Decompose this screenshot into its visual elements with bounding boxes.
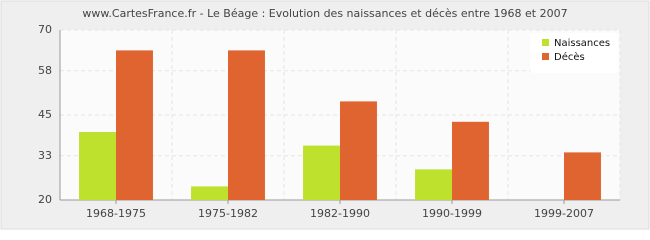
legend-label: Naissances bbox=[554, 38, 610, 49]
x-tick-label: 1999-2007 bbox=[534, 207, 594, 220]
y-tick-label: 20 bbox=[38, 193, 52, 206]
x-tick-label: 1990-1999 bbox=[422, 207, 482, 220]
bar bbox=[415, 169, 452, 200]
legend-box bbox=[530, 33, 618, 73]
y-tick-label: 58 bbox=[38, 64, 52, 77]
x-tick-label: 1982-1990 bbox=[310, 207, 370, 220]
y-tick-label: 33 bbox=[38, 149, 52, 162]
legend-label: Décès bbox=[554, 51, 585, 63]
y-tick-label: 45 bbox=[38, 108, 52, 121]
chart-title: www.CartesFrance.fr - Le Béage : Evoluti… bbox=[82, 7, 567, 20]
bar bbox=[452, 121, 489, 200]
x-tick-label: 1968-1975 bbox=[86, 207, 146, 220]
legend-swatch bbox=[542, 53, 549, 60]
legend-swatch bbox=[542, 39, 549, 46]
x-tick-label: 1975-1982 bbox=[198, 207, 258, 220]
bar bbox=[116, 50, 153, 201]
bar bbox=[340, 101, 377, 200]
y-tick-label: 70 bbox=[38, 23, 52, 36]
bar bbox=[228, 50, 265, 201]
bar bbox=[191, 186, 228, 200]
bar bbox=[303, 145, 340, 200]
bar bbox=[79, 132, 116, 200]
bar bbox=[564, 152, 601, 200]
chart: www.CartesFrance.fr - Le Béage : Evoluti… bbox=[0, 0, 650, 230]
